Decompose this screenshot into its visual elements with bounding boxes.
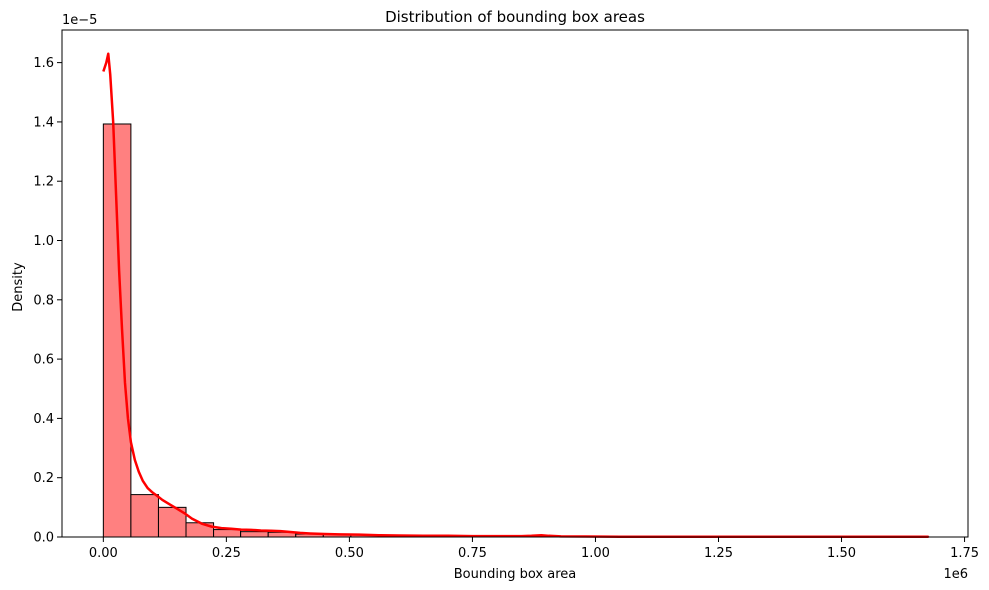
x-axis-ticks: 0.00 0.25 0.50 0.75 1.00 1.25 1.50 1.75: [89, 537, 979, 561]
x-tick-label: 1.00: [581, 546, 610, 561]
x-tick-label: 1.75: [950, 546, 979, 561]
y-tick-label: 1.6: [33, 56, 54, 71]
histogram-bar: [130, 494, 159, 538]
x-tick-label: 0.50: [335, 546, 364, 561]
y-tick-label: 1.4: [33, 115, 54, 130]
histogram-bar: [102, 123, 132, 538]
histogram-bar: [240, 531, 269, 538]
y-axis-ticks: 0.0 0.2 0.4 0.6 0.8 1.0 1.2 1.4 1.6: [33, 56, 62, 546]
y-tick-label: 0.8: [33, 293, 54, 308]
x-tick-label: 0.75: [458, 546, 487, 561]
x-tick-label: 1.50: [827, 546, 856, 561]
y-tick-label: 1.2: [33, 175, 54, 190]
histogram-bar: [213, 529, 242, 538]
chart-title: Distribution of bounding box areas: [385, 8, 645, 26]
y-tick-label: 0.4: [33, 412, 54, 427]
kde-curve: [102, 52, 929, 538]
y-tick-label: 0.6: [33, 353, 54, 368]
y-tick-label: 1.0: [33, 234, 54, 249]
x-tick-label: 0.00: [89, 546, 118, 561]
plot-frame: [61, 29, 969, 538]
y-axis-label: Density: [11, 262, 26, 312]
x-axis-offset-text: 1e6: [943, 567, 968, 582]
x-axis-label: Bounding box area: [454, 567, 576, 582]
x-tick-label: 1.25: [704, 546, 733, 561]
x-tick-label: 0.25: [212, 546, 241, 561]
y-tick-label: 0.2: [33, 471, 54, 486]
y-axis-offset-text: 1e−5: [62, 13, 97, 28]
y-tick-label: 0.0: [33, 531, 54, 546]
